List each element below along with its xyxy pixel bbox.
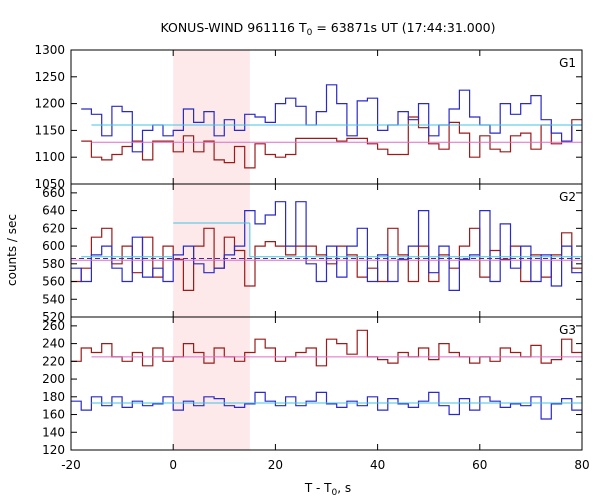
x-tick-label: 60 [472,458,487,472]
panel-frame [70,316,583,451]
series-blue-g3 [71,391,582,420]
y-tick-label: 240 [42,337,65,351]
series-red-g1 [81,116,582,169]
panel-g2 [71,201,582,291]
x-tick-label: 20 [268,458,283,472]
y-tick-label: 560 [42,275,65,289]
y-tick-label: 520 [42,310,65,324]
series-blue-g1 [81,84,582,153]
y-tick-label: 1050 [34,177,65,191]
x-tick-label: 0 [169,458,177,472]
x-tick-label: 80 [574,458,589,472]
y-tick-label: 1100 [34,150,65,164]
y-tick-label: 580 [42,257,65,271]
y-tick-label: 260 [42,319,65,333]
panel-label-g3: G3 [559,323,576,337]
series-blue-g2 [71,201,582,291]
y-tick-label: 640 [42,204,65,218]
y-tick-label: 600 [42,239,65,253]
panel-g3 [71,329,582,420]
y-tick-label: 1150 [34,123,65,137]
y-axis-label: counts / sec [5,214,19,286]
panel-g1 [81,84,582,169]
series-red-g3 [71,329,582,367]
y-tick-label: 1200 [34,97,65,111]
x-axis-label: T - T0, s [304,481,351,498]
axes-layer: 105011001150120012501300G152054056058060… [34,43,589,472]
y-tick-label: 1250 [34,70,65,84]
panel-label-g1: G1 [559,56,576,70]
y-tick-label: 120 [42,443,65,457]
x-tick-label: 40 [370,458,385,472]
chart-title: KONUS-WIND 961116 T0 = 63871s UT (17:44:… [160,20,495,38]
panels-layer [71,84,582,420]
y-tick-label: 540 [42,292,65,306]
x-tick-label: -20 [61,458,81,472]
y-tick-label: 180 [42,390,65,404]
y-tick-label: 620 [42,221,65,235]
y-tick-label: 1300 [34,43,65,57]
y-tick-label: 140 [42,425,65,439]
y-tick-label: 160 [42,408,65,422]
y-tick-label: 200 [42,372,65,386]
y-tick-label: 220 [42,354,65,368]
y-tick-label: 660 [42,186,65,200]
panel-label-g2: G2 [559,190,576,204]
panel-frame [70,49,583,185]
